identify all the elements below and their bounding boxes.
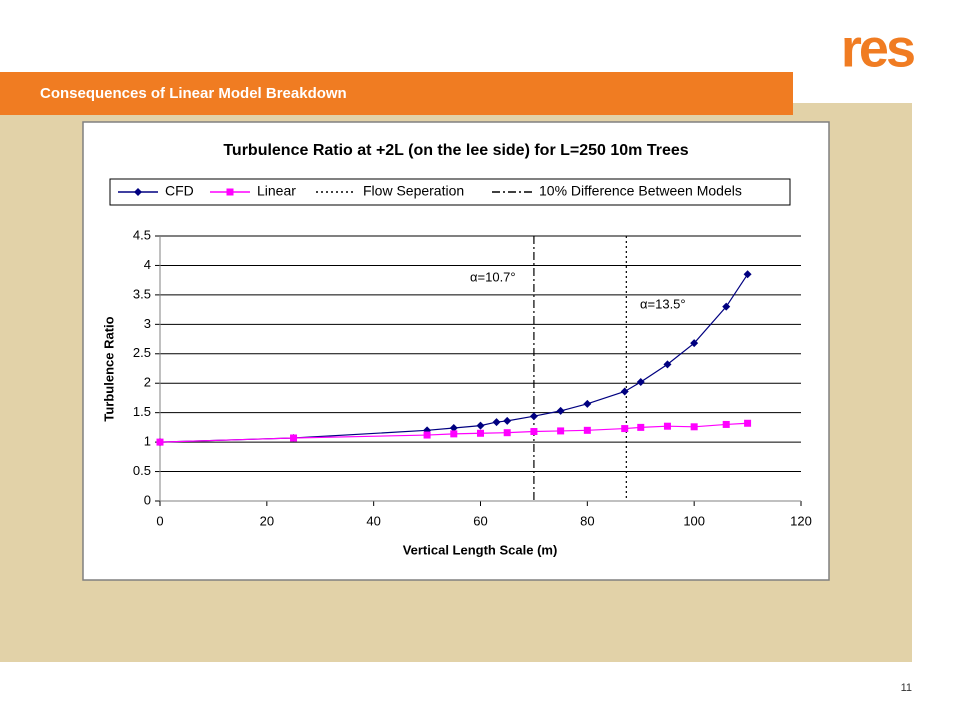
data-point — [529, 412, 538, 421]
y-tick-label: 1.5 — [133, 404, 151, 419]
data-point — [477, 429, 484, 437]
data-point — [476, 421, 485, 430]
legend-label: Flow Seperation — [363, 183, 464, 199]
y-tick-label: 2.5 — [133, 345, 151, 360]
data-point — [636, 378, 645, 387]
y-tick-label: 4.5 — [133, 227, 151, 242]
y-tick-label: 4 — [144, 257, 151, 272]
data-point — [744, 419, 752, 427]
y-tick-label: 0.5 — [133, 463, 151, 478]
legend-label: 10% Difference Between Models — [539, 183, 742, 199]
y-tick-label: 3 — [144, 316, 151, 331]
annotation: α=13.5° — [640, 296, 686, 311]
data-point — [450, 430, 458, 438]
data-point — [583, 399, 592, 408]
x-tick-label: 0 — [156, 513, 163, 528]
data-point — [583, 426, 591, 434]
heading-bar — [0, 72, 793, 115]
data-point — [503, 416, 512, 425]
page-number: 11 — [901, 682, 912, 694]
x-axis-title: Vertical Length Scale (m) — [403, 542, 558, 557]
x-tick-label: 100 — [683, 513, 705, 528]
data-point — [423, 431, 431, 439]
y-tick-label: 0 — [144, 492, 151, 507]
x-tick-label: 40 — [366, 513, 380, 528]
y-tick-label: 2 — [144, 375, 151, 390]
data-point — [156, 438, 164, 446]
data-point — [690, 339, 699, 348]
slide-heading: Consequences of Linear Model Breakdown — [40, 85, 347, 102]
data-point — [663, 360, 672, 369]
x-tick-label: 20 — [260, 513, 274, 528]
data-point — [620, 387, 629, 396]
data-point — [663, 422, 671, 430]
x-tick-label: 120 — [790, 513, 812, 528]
y-axis-title: Turbulence Ratio — [101, 316, 116, 421]
data-point — [556, 406, 565, 415]
legend-marker — [134, 188, 142, 196]
data-point — [743, 270, 752, 279]
data-point — [557, 427, 565, 435]
series-line — [159, 273, 749, 443]
chart-title: Turbulence Ratio at +2L (on the lee side… — [223, 142, 688, 159]
data-point — [492, 418, 501, 427]
data-point — [722, 420, 730, 428]
legend-label: CFD — [165, 183, 194, 199]
data-point — [722, 302, 731, 311]
data-point — [449, 423, 458, 432]
data-point — [637, 423, 645, 431]
data-point — [290, 434, 298, 442]
annotation: α=10.7° — [470, 269, 516, 284]
data-point — [530, 428, 538, 436]
logo: res — [841, 18, 914, 78]
legend-label: Linear — [257, 183, 296, 199]
x-tick-label: 80 — [580, 513, 594, 528]
legend-marker — [226, 188, 234, 196]
y-tick-label: 3.5 — [133, 286, 151, 301]
data-point — [690, 423, 698, 431]
data-point — [621, 425, 629, 433]
data-point — [503, 429, 511, 437]
y-tick-label: 1 — [144, 434, 151, 449]
x-tick-label: 60 — [473, 513, 487, 528]
